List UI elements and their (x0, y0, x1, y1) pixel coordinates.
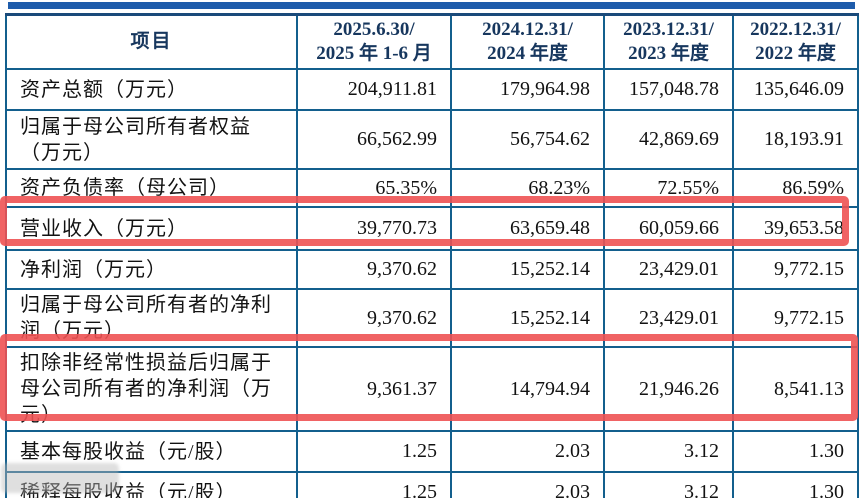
value-cell: 42,869.69 (603, 109, 734, 170)
table-row-deducted-net-profit: 扣除非经常性损益后归属于母公司所有者的净利润（万元） 9,361.37 14,7… (5, 346, 859, 432)
value-cell: 9,772.15 (732, 288, 859, 348)
value-cell: 39,653.58 (732, 206, 859, 251)
value-cell: 8,541.13 (732, 346, 859, 432)
column-header-item: 项目 (5, 13, 298, 70)
value-cell: 179,964.98 (450, 68, 605, 111)
column-header-period-2023: 2023.12.31/ 2023 年度 (603, 13, 734, 70)
value-cell: 2.03 (450, 430, 605, 473)
row-label-cell: 归属于母公司所有者权益（万元） (5, 109, 298, 170)
value-cell: 3.12 (603, 430, 734, 473)
period-line-1: 2022.12.31/ (750, 19, 841, 40)
value-cell: 2.03 (450, 471, 605, 498)
column-header-period-2024: 2024.12.31/ 2024 年度 (450, 13, 605, 70)
value-cell: 1.25 (296, 471, 452, 498)
row-label-cell: 归属于母公司所有者的净利润（万元） (5, 288, 298, 348)
period-line-1: 2024.12.31/ (482, 19, 573, 40)
period-line-2: 2024 年度 (487, 43, 568, 64)
table-row-total-assets: 资产总额（万元） 204,911.81 179,964.98 157,048.7… (5, 68, 859, 111)
value-cell: 9,361.37 (296, 346, 452, 432)
value-cell: 65.35% (296, 168, 452, 208)
table-row-parent-net-profit: 归属于母公司所有者的净利润（万元） 9,370.62 15,252.14 23,… (5, 288, 859, 348)
value-cell: 86.59% (732, 168, 859, 208)
value-cell: 1.30 (732, 430, 859, 473)
period-line-1: 2025.6.30/ (333, 19, 415, 40)
value-cell: 1.25 (296, 430, 452, 473)
row-label-cell: 资产负债率（母公司） (5, 168, 298, 208)
table-row-debt-ratio: 资产负债率（母公司） 65.35% 68.23% 72.55% 86.59% (5, 168, 859, 208)
period-line-2: 2025 年 1-6 月 (316, 43, 432, 64)
header-row: 项目 2025.6.30/ 2025 年 1-6 月 2024.12.31/ 2… (5, 13, 859, 70)
table-row-diluted-eps: 稀释每股收益（元/股） 1.25 2.03 3.12 1.30 (5, 471, 859, 498)
row-label-cell: 营业收入（万元） (5, 206, 298, 251)
value-cell: 23,429.01 (603, 288, 734, 348)
table-row-basic-eps: 基本每股收益（元/股） 1.25 2.03 3.12 1.30 (5, 430, 859, 473)
row-label-cell: 资产总额（万元） (5, 68, 298, 111)
value-cell: 9,772.15 (732, 249, 859, 290)
period-line-2: 2023 年度 (628, 43, 709, 64)
top-divider-bar (8, 2, 855, 9)
value-cell: 15,252.14 (450, 288, 605, 348)
value-cell: 60,059.66 (603, 206, 734, 251)
table-row-net-profit: 净利润（万元） 9,370.62 15,252.14 23,429.01 9,7… (5, 249, 859, 290)
financial-summary-table: 项目 2025.6.30/ 2025 年 1-6 月 2024.12.31/ 2… (5, 13, 859, 498)
value-cell: 68.23% (450, 168, 605, 208)
value-cell: 39,770.73 (296, 206, 452, 251)
table-row-operating-revenue: 营业收入（万元） 39,770.73 63,659.48 60,059.66 3… (5, 206, 859, 251)
value-cell: 9,370.62 (296, 249, 452, 290)
value-cell: 72.55% (603, 168, 734, 208)
table-row-parent-equity: 归属于母公司所有者权益（万元） 66,562.99 56,754.62 42,8… (5, 109, 859, 170)
value-cell: 63,659.48 (450, 206, 605, 251)
value-cell: 135,646.09 (732, 68, 859, 111)
row-label-cell: 基本每股收益（元/股） (5, 430, 298, 473)
value-cell: 3.12 (603, 471, 734, 498)
column-header-period-2022: 2022.12.31/ 2022 年度 (732, 13, 859, 70)
row-label-cell: 稀释每股收益（元/股） (5, 471, 298, 498)
value-cell: 9,370.62 (296, 288, 452, 348)
value-cell: 14,794.94 (450, 346, 605, 432)
value-cell: 18,193.91 (732, 109, 859, 170)
value-cell: 21,946.26 (603, 346, 734, 432)
value-cell: 15,252.14 (450, 249, 605, 290)
column-header-period-2025: 2025.6.30/ 2025 年 1-6 月 (296, 13, 452, 70)
row-label-cell: 扣除非经常性损益后归属于母公司所有者的净利润（万元） (5, 346, 298, 432)
value-cell: 66,562.99 (296, 109, 452, 170)
value-cell: 157,048.78 (603, 68, 734, 111)
period-line-1: 2023.12.31/ (623, 19, 714, 40)
value-cell: 1.30 (732, 471, 859, 498)
value-cell: 204,911.81 (296, 68, 452, 111)
row-label-cell: 净利润（万元） (5, 249, 298, 290)
period-line-2: 2022 年度 (755, 43, 836, 64)
value-cell: 56,754.62 (450, 109, 605, 170)
value-cell: 23,429.01 (603, 249, 734, 290)
